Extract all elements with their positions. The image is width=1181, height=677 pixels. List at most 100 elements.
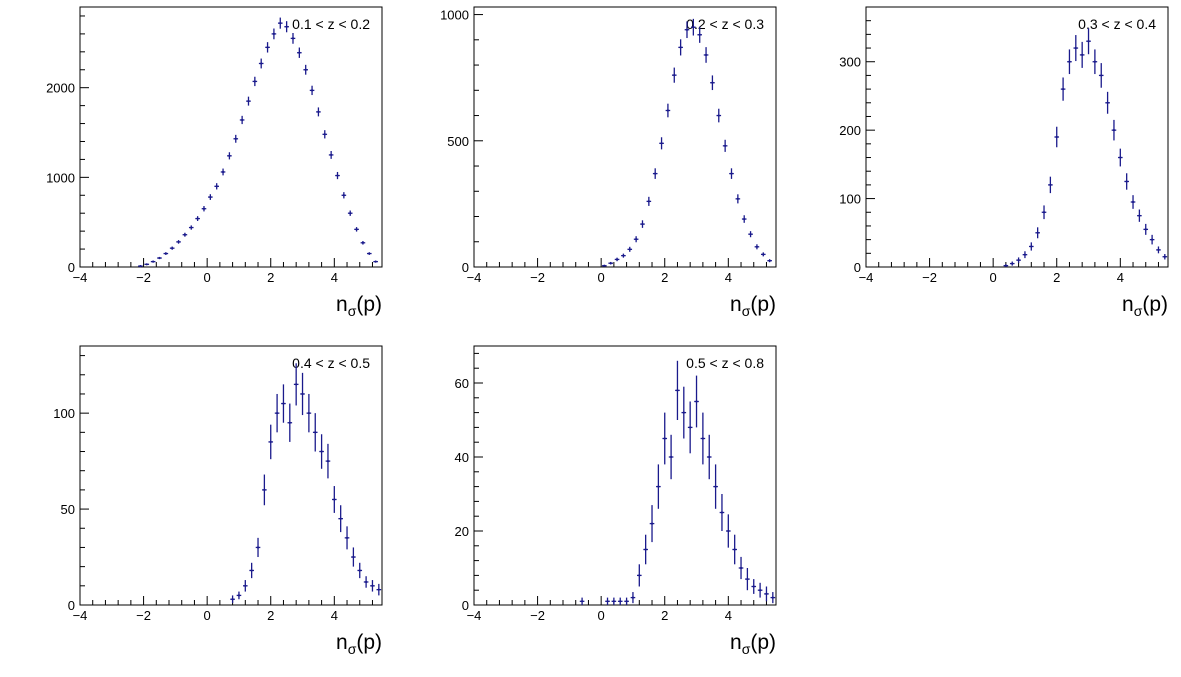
- data-marker: [310, 89, 314, 92]
- data-marker: [317, 110, 320, 113]
- data-marker: [285, 25, 288, 28]
- data-marker: [234, 137, 237, 140]
- data-point: [188, 225, 194, 230]
- data-point: [716, 108, 722, 123]
- data-point: [643, 534, 648, 565]
- data-point: [252, 76, 258, 87]
- data-point: [694, 375, 699, 428]
- data-point: [1035, 227, 1040, 239]
- data-point: [665, 103, 671, 118]
- data-marker: [1042, 211, 1046, 214]
- panel-label: 0.2 < z < 0.3: [686, 16, 764, 32]
- data-marker: [361, 241, 365, 244]
- data-marker: [650, 522, 654, 525]
- x-tick-label: −2: [136, 608, 151, 623]
- data-point: [1060, 77, 1066, 101]
- y-tick-label: 1000: [46, 170, 75, 185]
- data-point: [290, 33, 296, 44]
- data-marker: [326, 460, 330, 463]
- data-point: [332, 486, 337, 513]
- data-marker: [727, 529, 730, 533]
- data-point: [751, 579, 757, 594]
- data-point: [360, 241, 366, 245]
- data-marker: [1023, 253, 1027, 256]
- data-point: [144, 263, 150, 266]
- y-tick-label: 0: [68, 260, 75, 275]
- data-point: [710, 75, 715, 91]
- data-marker: [768, 259, 771, 262]
- data-point: [764, 586, 769, 602]
- data-point: [624, 597, 629, 605]
- data-point: [637, 564, 642, 587]
- data-marker: [371, 584, 374, 587]
- data-marker: [275, 412, 279, 415]
- data-point: [1098, 63, 1104, 88]
- data-point: [287, 403, 293, 442]
- data-point: [268, 424, 274, 460]
- x-tick-label: −2: [530, 270, 545, 285]
- data-marker: [374, 260, 377, 263]
- data-point: [319, 434, 324, 469]
- data-marker: [1011, 262, 1014, 265]
- data-marker: [603, 264, 606, 267]
- data-marker: [1157, 248, 1160, 251]
- y-tick-label: 0: [462, 260, 469, 275]
- data-marker: [320, 450, 323, 453]
- data-marker: [654, 172, 657, 175]
- x-tick-label: −4: [859, 270, 874, 285]
- data-point: [325, 443, 331, 479]
- data-marker: [1055, 135, 1058, 139]
- data-point: [1149, 234, 1155, 245]
- data-marker: [657, 485, 660, 488]
- data-point: [344, 526, 350, 550]
- data-marker: [1074, 46, 1077, 50]
- data-point: [208, 194, 213, 200]
- data-point: [1092, 49, 1098, 75]
- data-point: [760, 252, 766, 257]
- x-tick-label: 4: [725, 270, 732, 285]
- data-point: [1009, 261, 1015, 266]
- x-tick-label: 0: [204, 270, 211, 285]
- data-marker: [183, 233, 187, 236]
- data-marker: [609, 262, 612, 265]
- data-point: [347, 210, 353, 216]
- data-marker: [631, 596, 635, 599]
- data-point: [754, 244, 760, 250]
- data-point: [729, 168, 734, 179]
- data-point: [376, 583, 382, 596]
- data-point: [157, 256, 162, 260]
- data-marker: [263, 488, 266, 491]
- data-marker: [736, 197, 739, 200]
- data-marker: [1100, 74, 1103, 77]
- data-marker: [190, 226, 193, 229]
- data-marker: [752, 585, 755, 588]
- data-point: [297, 47, 302, 58]
- data-marker: [339, 517, 342, 520]
- data-marker: [237, 594, 241, 597]
- x-axis-title: nσ(p): [730, 631, 776, 657]
- data-marker: [1151, 238, 1154, 241]
- x-tick-label: 2: [1053, 270, 1060, 285]
- data-point: [668, 434, 674, 480]
- data-marker: [298, 51, 301, 54]
- data-marker: [660, 142, 663, 145]
- x-tick-label: 2: [267, 270, 274, 285]
- data-marker: [177, 240, 180, 243]
- data-marker: [635, 238, 638, 241]
- data-marker: [250, 569, 253, 572]
- data-marker: [717, 114, 720, 117]
- x-tick-label: 2: [661, 608, 668, 623]
- panel-3: −4 −2 0 2 4 0 100 200 300 0.3 < z < 0.4 nσ(p): [839, 6, 1169, 319]
- data-point: [732, 534, 737, 565]
- data-point: [246, 96, 251, 106]
- data-marker: [164, 252, 167, 255]
- data-marker: [743, 217, 746, 221]
- data-point: [1029, 242, 1034, 251]
- data-point: [659, 137, 664, 150]
- data-point: [150, 260, 156, 263]
- data-marker: [244, 584, 247, 587]
- data-point: [722, 139, 728, 152]
- data-marker: [771, 596, 774, 599]
